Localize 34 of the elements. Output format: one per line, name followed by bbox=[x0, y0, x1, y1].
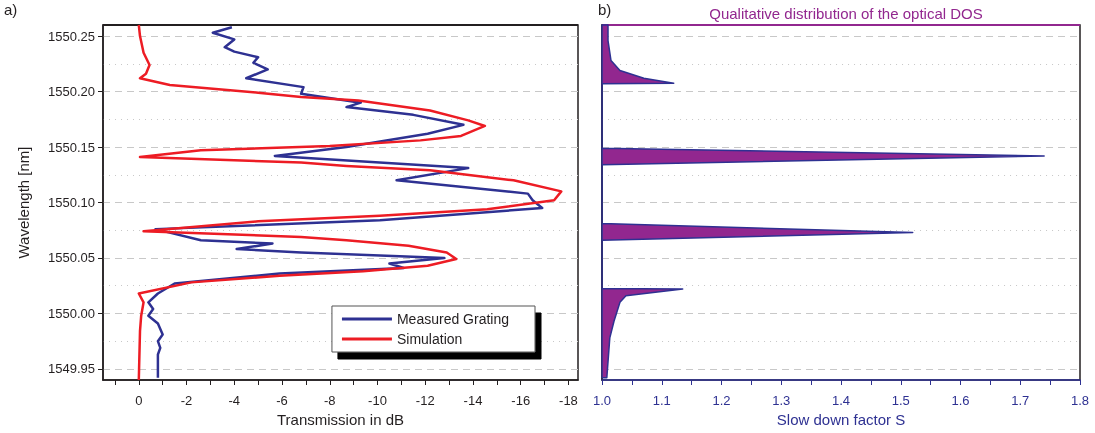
legend-label: Measured Grating bbox=[396, 311, 510, 327]
x-tick-label: 0 bbox=[135, 393, 143, 408]
x-tick-label: 1.4 bbox=[831, 393, 851, 408]
y-tick-label: 1550.10 bbox=[48, 195, 95, 210]
chart-title: Qualitative distribution of the optical DOS bbox=[709, 5, 983, 22]
y-tick-label: 1550.20 bbox=[48, 84, 95, 100]
x-tick-label: -16 bbox=[511, 393, 531, 408]
x-tick-label: 1.5 bbox=[891, 393, 910, 408]
x-tick-label: 1.6 bbox=[951, 393, 970, 408]
x-tick-label: -18 bbox=[559, 393, 578, 408]
y-tick-label: 1549.95 bbox=[48, 361, 95, 377]
x-tick-label: -4 bbox=[228, 393, 241, 408]
x-tick-label: -2 bbox=[180, 393, 193, 408]
x-tick-label: 1.0 bbox=[593, 393, 612, 408]
y-axis-title: Wavelength [nm] bbox=[15, 146, 32, 259]
x-tick-label: 1.1 bbox=[652, 393, 671, 408]
x-tick-label: 1.2 bbox=[712, 393, 731, 408]
x-tick-label: 1.3 bbox=[772, 393, 791, 408]
x-axis-title: Slow down factor S bbox=[776, 410, 906, 428]
legend-label: Simulation bbox=[396, 331, 463, 347]
x-tick-label: 1.8 bbox=[1070, 393, 1090, 408]
x-tick-label: 1.7 bbox=[1011, 393, 1030, 408]
x-tick-label: -10 bbox=[368, 393, 387, 408]
y-tick-label: 1550.15 bbox=[48, 139, 95, 155]
y-tick-label: 1550.25 bbox=[48, 28, 95, 44]
x-axis-title: Transmission in dB bbox=[277, 410, 404, 428]
y-tick-label: 1550.00 bbox=[48, 305, 95, 321]
y-tick-label: 1550.05 bbox=[48, 250, 95, 266]
x-tick-label: -6 bbox=[276, 393, 288, 408]
x-tick-label: -14 bbox=[463, 393, 483, 408]
x-tick-label: -8 bbox=[323, 393, 336, 408]
x-tick-label: -12 bbox=[415, 393, 435, 408]
text: b) bbox=[598, 1, 612, 18]
text: a) bbox=[4, 1, 18, 18]
